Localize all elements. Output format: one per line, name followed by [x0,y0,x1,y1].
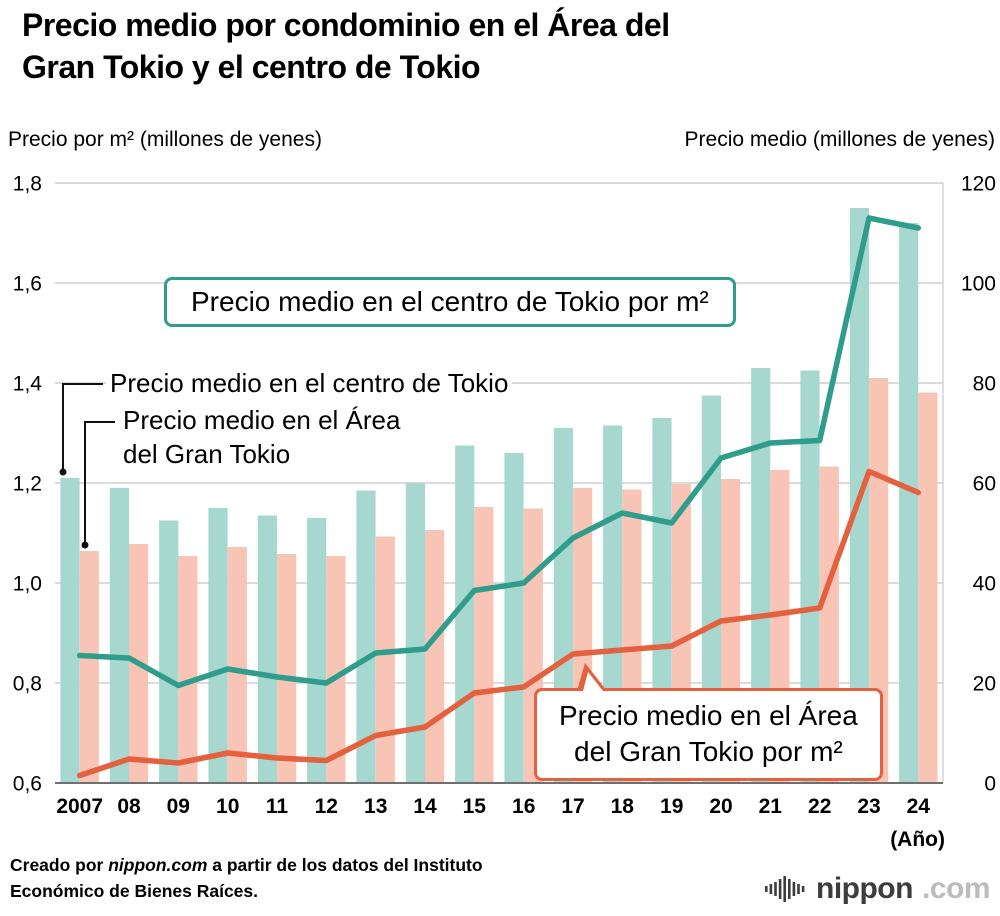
svg-text:10: 10 [216,795,239,818]
annotation-gran-tokio-bars: Precio medio en el Área del Gran Tokio [119,404,405,472]
svg-text:40: 40 [973,573,996,596]
annotation-gran-tokio-line2: del Gran Tokio [123,438,291,469]
svg-text:21: 21 [759,795,783,818]
svg-text:1,4: 1,4 [13,373,43,396]
svg-text:22: 22 [808,795,831,818]
svg-text:12: 12 [315,795,338,818]
callout-tail-inner-icon [583,672,603,691]
svg-text:18: 18 [611,795,635,818]
x-axis-note: (Año) [890,828,945,851]
logo-tld: .com [921,872,991,905]
svg-text:0: 0 [984,773,996,796]
svg-text:60: 60 [973,473,996,496]
nippon-logo: nippon .com [765,872,991,906]
legend-centro-per-m2-label: Precio medio en el centro de Tokio por m… [191,286,709,317]
legend-gran-tokio-line1: Precio medio en el Área [559,700,858,731]
svg-text:1,0: 1,0 [13,573,42,596]
svg-text:08: 08 [117,795,141,818]
credit-suffix: a partir de los datos del Instituto Econ… [10,855,483,901]
svg-text:1,6: 1,6 [13,273,42,296]
legend-gran-tokio-per-m2: Precio medio en el Área del Gran Tokio p… [534,663,883,781]
credit-source-name: nippon.com [108,855,208,875]
svg-text:14: 14 [413,795,437,818]
page-title-line2: Gran Tokio y el centro de Tokio [22,49,481,86]
legend-centro-per-m2: Precio medio en el centro de Tokio por m… [164,277,736,327]
page-title-line1: Precio medio por condominio en el Área d… [22,7,670,43]
svg-text:09: 09 [167,795,190,818]
svg-text:16: 16 [512,795,535,818]
svg-text:80: 80 [973,373,996,396]
page-title: Precio medio por condominio en el Área d… [22,4,670,88]
svg-text:17: 17 [561,795,584,818]
svg-text:13: 13 [364,795,387,818]
svg-text:100: 100 [961,273,996,296]
left-axis-unit-label: Precio por m² (millones de yenes) [8,128,322,151]
right-axis-unit-label: Precio medio (millones de yenes) [684,128,995,151]
svg-text:15: 15 [463,795,487,818]
logo-name: nippon [816,872,913,905]
svg-text:0,6: 0,6 [13,773,42,796]
svg-text:11: 11 [266,795,289,818]
svg-text:23: 23 [857,795,880,818]
credit-prefix: Creado por [10,855,109,875]
svg-text:120: 120 [961,173,996,196]
svg-text:24: 24 [907,795,931,818]
svg-text:20: 20 [709,795,732,818]
annotation-centro-bars: Precio medio en el centro de Tokio [106,367,513,401]
svg-text:2007: 2007 [56,795,103,818]
svg-text:1,2: 1,2 [13,473,42,496]
source-credit: Creado por nippon.com a partir de los da… [10,853,570,905]
soundwave-bars-icon [765,876,805,902]
annotation-gran-tokio-line1: Precio medio en el Área [123,405,401,435]
legend-gran-tokio-line2: del Gran Tokio por m² [574,736,843,768]
svg-text:0,8: 0,8 [13,673,42,696]
svg-text:1,8: 1,8 [13,173,42,196]
svg-text:19: 19 [660,795,683,818]
svg-text:20: 20 [973,673,996,696]
